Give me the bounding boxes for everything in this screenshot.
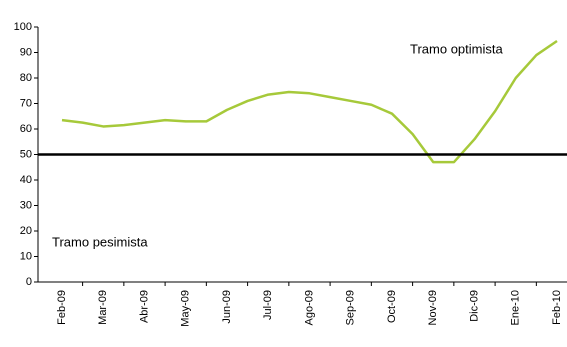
y-tick-label: 90: [20, 46, 32, 58]
y-tick-label: 30: [20, 199, 32, 211]
x-tick-label: Oct-09: [386, 290, 398, 323]
x-tick-label: Dic-09: [468, 290, 480, 322]
annotation: Tramo optimista: [410, 41, 503, 56]
x-tick-label: Jul-09: [262, 290, 274, 320]
annotation: Tramo pesimista: [52, 234, 148, 249]
x-tick-label: Sep-09: [345, 290, 357, 325]
x-tick-label: Feb-10: [551, 290, 563, 325]
y-tick-label: 10: [20, 250, 32, 262]
y-tick-label: 60: [20, 123, 32, 135]
x-tick-label: Ago-09: [303, 290, 315, 325]
x-tick-label: Abr-09: [138, 290, 150, 323]
x-tick-label: Ene-10: [510, 290, 522, 325]
y-tick-label: 20: [20, 225, 32, 237]
y-tick-label: 40: [20, 174, 32, 186]
y-tick-label: 100: [14, 21, 32, 33]
x-tick-label: Jun-09: [221, 290, 233, 324]
x-tick-label: Nov-09: [427, 290, 439, 325]
x-tick-label: Mar-09: [97, 290, 109, 325]
x-tick-label: May-09: [180, 290, 192, 327]
y-tick-label: 0: [26, 276, 32, 288]
line-series: [61, 39, 558, 164]
y-tick-label: 70: [20, 97, 32, 109]
y-tick-label: 80: [20, 72, 32, 84]
x-tick-label: Feb-09: [56, 290, 68, 325]
y-tick-label: 50: [20, 148, 32, 160]
